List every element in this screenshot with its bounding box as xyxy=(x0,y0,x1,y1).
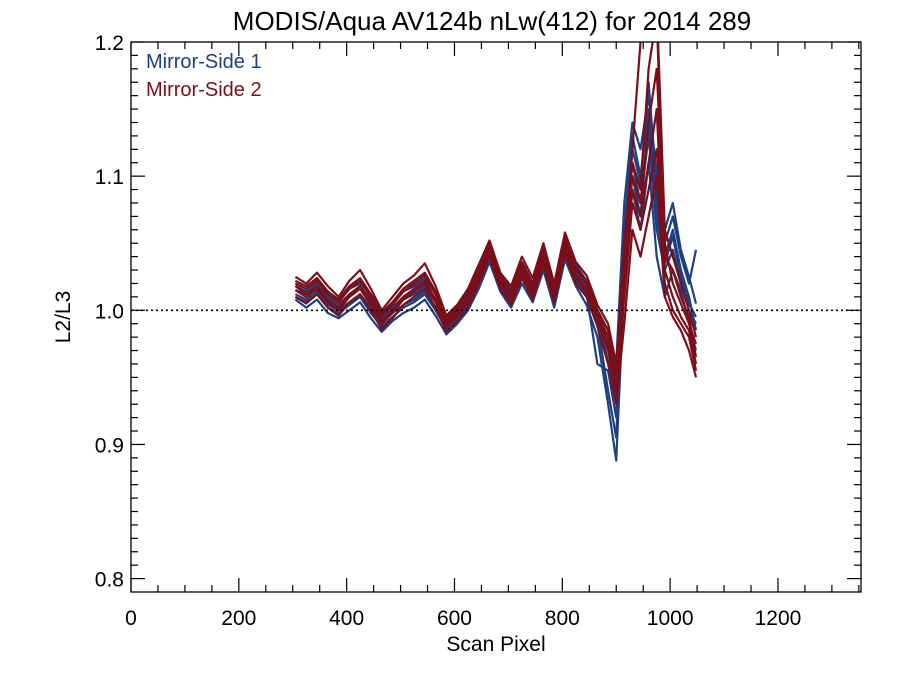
series-line-ms2-5 xyxy=(294,42,698,372)
series-line-ms2-1 xyxy=(294,42,698,366)
y-tick-label: 1.1 xyxy=(95,166,124,189)
chart-title: MODIS/Aqua AV124b nLw(412) for 2014 289 xyxy=(233,6,751,36)
y-tick-label: 0.9 xyxy=(95,434,124,457)
x-axis-label: Scan Pixel xyxy=(446,633,545,656)
series-line-ms2-4 xyxy=(294,175,698,406)
y-axis-label: L2/L3 xyxy=(52,291,75,344)
x-tick-label: 1200 xyxy=(755,607,802,630)
series-line-ms1-3 xyxy=(294,94,698,366)
legend-entry-mirror-side-1: Mirror-Side 1 xyxy=(146,51,262,73)
x-tick-label: 400 xyxy=(329,607,364,630)
x-tick-label: 600 xyxy=(437,607,472,630)
y-tick-label: 1.0 xyxy=(95,300,124,323)
series-line-ms2-2 xyxy=(294,148,698,392)
y-tick-label: 0.8 xyxy=(95,569,124,592)
y-tick-label: 1.2 xyxy=(95,32,124,55)
x-tick-label: 200 xyxy=(221,607,256,630)
legend-entry-mirror-side-2: Mirror-Side 2 xyxy=(146,79,262,101)
x-tick-label: 800 xyxy=(545,607,580,630)
x-tick-label: 0 xyxy=(125,607,137,630)
plot-frame xyxy=(130,41,862,593)
series-line-ms1-4 xyxy=(294,161,698,462)
x-tick-label: 1000 xyxy=(647,607,694,630)
series-layer xyxy=(294,42,698,462)
series-line-ms2-6 xyxy=(294,107,698,386)
axis-ticks: 0 200 400 600 800 1000 1200 0.8 0.9 1.0 1.1 1.2 xyxy=(95,32,861,630)
